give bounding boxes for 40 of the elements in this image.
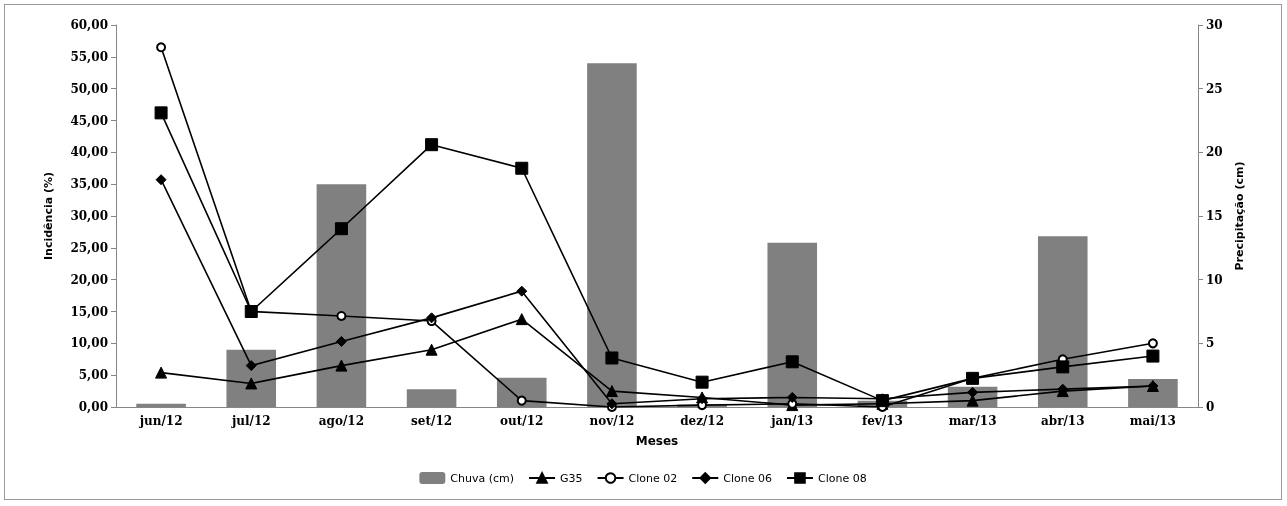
x-tick-label: nov/12 [589,414,635,428]
y-tick-label: 15,00 [70,304,108,319]
y-tick-label: 50,00 [70,81,108,96]
y-tick-label: 35,00 [70,177,108,192]
y-tick-label: 40,00 [70,145,108,160]
x-tick-label: set/12 [411,414,453,428]
legend-label: Clone 08 [817,471,867,485]
x-tick-label: fev/13 [861,414,903,428]
legend-label: Chuva (cm) [450,471,515,485]
y-axis-title: Incidência (%) [42,172,55,260]
y2-axis-title: Precipitação (cm) [1232,161,1246,271]
x-tick-label: out/12 [500,414,544,428]
y2-tick-label: 0 [1206,400,1215,414]
y-tick-label: 10,00 [70,336,108,351]
y-tick-label: 45,00 [70,113,108,128]
legend-label: Clone 06 [723,471,772,485]
x-tick-label: jul/12 [230,414,271,428]
y-tick-label: 25,00 [70,240,108,255]
y-tick-label: 5,00 [78,368,108,383]
y-tick-label: 0,00 [78,400,108,414]
x-tick-label: jun/12 [138,414,183,428]
legend-label: Clone 02 [628,471,678,485]
y-tick-label: 20,00 [70,272,108,287]
x-tick-label: mar/13 [948,414,997,428]
x-tick-label: dez/12 [680,414,725,428]
x-tick-label: mai/13 [1129,414,1176,428]
y2-tick-label: 15 [1206,209,1223,223]
y2-tick-label: 5 [1206,336,1215,351]
y2-tick-label: 20 [1206,145,1223,160]
y-tick-label: 30,00 [70,209,108,223]
y2-tick-label: 30 [1206,18,1223,32]
y-tick-label: 55,00 [70,49,108,64]
y2-tick-label: 25 [1206,81,1223,96]
y2-tick-label: 10 [1206,272,1223,287]
x-tick-label: abr/13 [1040,414,1085,428]
legend-label: G35 [560,471,583,485]
x-axis-title: Meses [635,434,679,448]
x-tick-label: jan/13 [770,414,814,428]
x-tick-label: ago/12 [318,414,365,428]
y-tick-label: 60,00 [70,18,108,32]
